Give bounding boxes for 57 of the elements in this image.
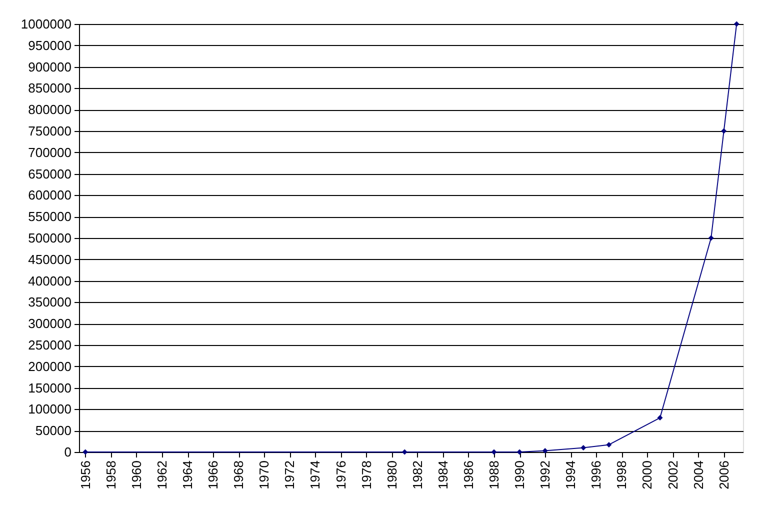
point	[82, 449, 88, 455]
y-tick-label: 600000	[28, 188, 72, 203]
x-tick-label: 1958	[103, 460, 118, 490]
y-tick-label: 950000	[28, 38, 72, 53]
x-tick-label: 1996	[588, 460, 604, 490]
y-tick-label: 800000	[28, 102, 72, 118]
x-tick-label: 1976	[333, 460, 348, 490]
x-tick-label: 1990	[512, 460, 528, 490]
point	[516, 449, 522, 455]
point	[734, 21, 740, 27]
x-tick-label: 1962	[154, 460, 170, 490]
x-tick-label: 2006	[716, 460, 732, 490]
y-tick-label: 700000	[28, 144, 72, 160]
point	[721, 128, 727, 134]
x-tick-label: 1978	[358, 460, 374, 490]
y-tick-label: 900000	[28, 59, 72, 74]
y-tick-label: 550000	[28, 209, 72, 224]
y-tick-label: 750000	[28, 124, 72, 138]
point	[606, 442, 612, 448]
y-tick-label: 400000	[28, 273, 72, 288]
y-tick-label: 1000000	[20, 16, 72, 32]
y-tick-label: 100000	[28, 402, 72, 417]
y-tick-label: 350000	[28, 294, 72, 310]
x-tick-label: 1994	[563, 460, 578, 490]
y-tick-label: 50000	[35, 423, 72, 438]
y-tick-label: 200000	[28, 358, 72, 374]
x-tick-label: 1972	[282, 460, 298, 490]
x-tick-label: 1998	[614, 460, 630, 490]
x-tick-label: 1980	[384, 460, 400, 490]
point	[402, 449, 408, 455]
y-tick-label: 850000	[28, 80, 72, 96]
x-tick-label: 1966	[206, 460, 221, 490]
point	[491, 449, 497, 455]
x-tick-label: 1970	[256, 460, 272, 490]
y-tick-label: 150000	[28, 380, 72, 396]
point	[580, 444, 586, 450]
point	[542, 448, 548, 454]
x-tick-label: 1964	[180, 460, 196, 490]
y-tick-label: 500000	[28, 230, 72, 246]
x-tick-label: 1984	[435, 460, 450, 490]
point	[708, 235, 714, 241]
x-tick-label: 1974	[308, 460, 323, 490]
y-tick-label: 450000	[28, 252, 72, 267]
x-tick-label: 1968	[231, 460, 246, 490]
x-tick-label: 1956	[78, 460, 93, 490]
y-tick-label: 0	[64, 444, 72, 460]
y-tick-label: 250000	[28, 338, 72, 352]
x-tick-label: 2000	[640, 460, 655, 490]
y-tick-label: 300000	[28, 316, 72, 332]
x-tick-label: 1960	[128, 460, 144, 490]
y-tick-label: 650000	[28, 166, 72, 182]
x-tick-label: 1982	[410, 460, 425, 490]
x-tick-label: 2002	[665, 460, 680, 490]
x-tick-label: 2004	[690, 460, 706, 490]
x-tick-label: 1988	[486, 460, 502, 490]
x-tick-label: 1986	[460, 460, 476, 490]
x-tick-label: 1992	[538, 460, 553, 490]
